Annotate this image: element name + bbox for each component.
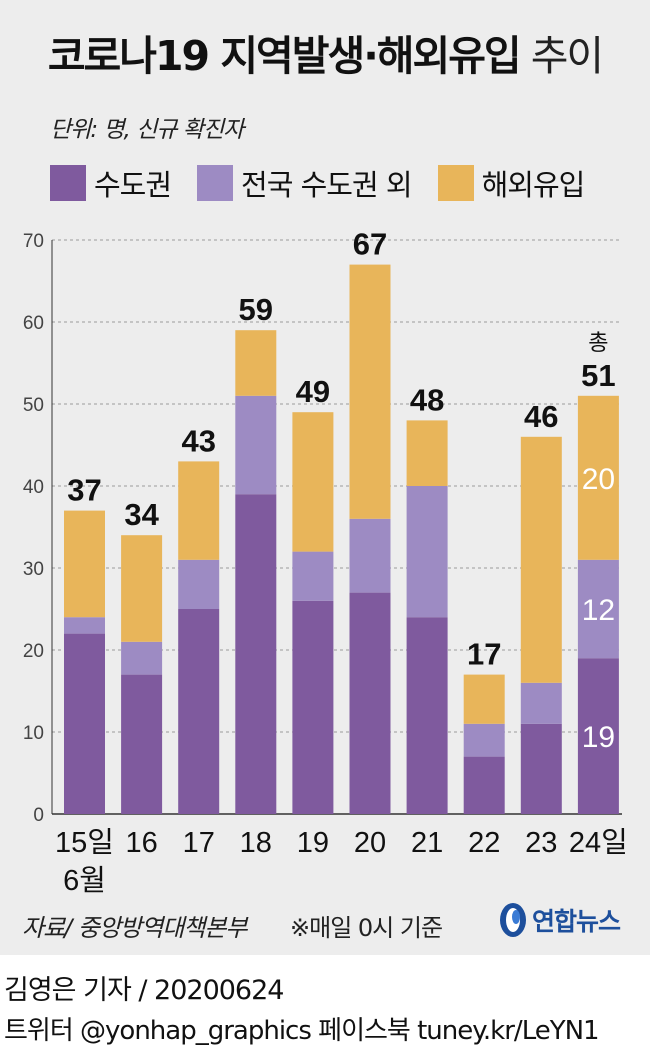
- inner-label-1: 12: [582, 594, 615, 627]
- bar-segment-19-1: [292, 551, 334, 601]
- legend-item-non-capital: 전국 수도권 외: [197, 162, 413, 204]
- y-tick-20: 20: [23, 641, 44, 662]
- bar-segment-19-0: [292, 600, 334, 814]
- x-tick-2: 17: [183, 827, 215, 859]
- x-tick-8: 23: [525, 827, 557, 859]
- bar-segment-17-2: [178, 461, 220, 560]
- y-tick-40: 40: [23, 477, 44, 498]
- legend-swatch-imported: [437, 165, 474, 201]
- total-label-8: 46: [524, 399, 558, 434]
- legend-swatch-capital: [50, 165, 86, 201]
- total-label-9: 51: [581, 358, 615, 393]
- inner-label-2: 20: [582, 463, 615, 496]
- y-tick-70: 70: [23, 231, 44, 252]
- source-text: 자료/ 중앙방역대책본부: [22, 914, 248, 942]
- bar-segment-18-1: [235, 395, 277, 495]
- bar-segment-23-1: [520, 682, 562, 724]
- bar-segment-15일-1: [64, 617, 105, 634]
- title-suffix: 추이: [530, 32, 604, 80]
- infographic-card: 코로나19 지역발생·해외유입 추이 단위: 명, 신규 확진자 수도권 전국 …: [0, 0, 650, 955]
- bar-segment-15일-0: [64, 633, 105, 814]
- bar-segment-21-2: [406, 420, 448, 486]
- y-tick-0: 0: [33, 805, 44, 826]
- total-label-6: 48: [410, 382, 444, 417]
- bar-segment-22-2: [463, 674, 505, 724]
- x-tick-9: 24일: [569, 827, 628, 859]
- legend-label-non-capital: 전국 수도권 외: [241, 168, 413, 202]
- bar-segment-23-2: [520, 436, 562, 683]
- bar-segment-24일-2: [577, 395, 619, 560]
- social-links: 트위터 @yonhap_graphics 페이스북 tuney.kr/LeYN1: [4, 1016, 600, 1046]
- y-tick-60: 60: [23, 313, 44, 334]
- basis-note: ※매일 0시 기준: [290, 914, 443, 942]
- legend-swatch-non-capital: [197, 165, 234, 201]
- bar-segment-23-0: [520, 723, 562, 814]
- y-tick-30: 30: [23, 559, 44, 580]
- x-tick-0: 15일: [55, 827, 114, 859]
- total-label-2: 43: [181, 423, 215, 458]
- total-label-5: 67: [353, 227, 387, 262]
- total-label-3: 59: [239, 292, 273, 327]
- total-label-7: 17: [467, 637, 501, 672]
- bar-segment-18-2: [235, 330, 277, 396]
- bar-segment-16-2: [121, 535, 163, 642]
- byline: 김영은 기자 / 20200624: [4, 975, 284, 1006]
- y-tick-10: 10: [23, 723, 44, 744]
- bar-segment-15일-2: [64, 510, 105, 618]
- unit-label: 단위: 명, 신규 확진자: [50, 117, 244, 143]
- legend: 수도권 전국 수도권 외 해외유입: [50, 162, 610, 204]
- bar-segment-22-0: [463, 756, 505, 814]
- total-label-1: 34: [124, 497, 159, 532]
- legend-label-capital: 수도권: [94, 168, 172, 202]
- chart-title: 코로나19 지역발생·해외유입 추이: [0, 22, 650, 82]
- month-label: 6월: [63, 864, 106, 897]
- x-tick-7: 22: [468, 827, 500, 859]
- bar-segment-21-1: [406, 486, 448, 618]
- bar-segment-20-1: [349, 518, 391, 593]
- bar-segment-18-0: [235, 494, 277, 814]
- bar-segment-17-0: [178, 609, 220, 814]
- y-tick-50: 50: [23, 395, 44, 416]
- bar-segment-20-0: [349, 592, 391, 814]
- x-tick-3: 18: [240, 827, 272, 859]
- x-tick-1: 16: [125, 827, 157, 859]
- yonhap-logo-icon: [500, 903, 526, 937]
- bar-segment-17-1: [178, 559, 220, 609]
- yonhap-logo: 연합뉴스: [498, 900, 621, 940]
- total-label-0: 37: [67, 473, 101, 508]
- stacked-bar-chart: 0 10 20 30 40 50 60 70 37 15일 34 16 43 17 59 18 49 19 67 20…: [23, 227, 628, 897]
- bar-segment-24일-1: [577, 559, 619, 659]
- bar-segment-22-1: [463, 723, 505, 757]
- logo-text: 연합뉴스: [532, 907, 621, 936]
- bar-segment-16-0: [121, 674, 163, 814]
- bar-segment-21-0: [406, 617, 448, 814]
- bar-segment-20-2: [349, 264, 391, 519]
- x-tick-4: 19: [297, 827, 329, 859]
- bar-segment-24일-0: [577, 658, 619, 814]
- x-tick-6: 21: [411, 827, 443, 859]
- legend-label-imported: 해외유입: [481, 168, 586, 202]
- total-prefix: 총: [588, 330, 608, 355]
- title-main: 코로나19 지역발생·해외유입: [47, 32, 522, 80]
- total-label-4: 49: [296, 374, 330, 409]
- legend-item-imported: 해외유입: [437, 162, 586, 204]
- x-tick-5: 20: [354, 827, 386, 859]
- bar-segment-16-1: [121, 641, 163, 675]
- inner-label-0: 19: [582, 721, 615, 754]
- bar-segment-19-2: [292, 412, 334, 552]
- legend-item-capital: 수도권: [50, 162, 172, 204]
